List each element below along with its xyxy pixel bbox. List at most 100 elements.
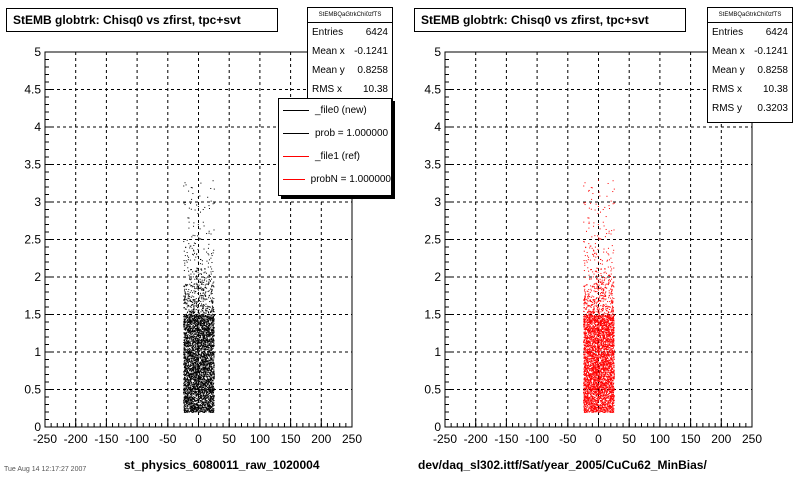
scatter-point [191,354,193,356]
scatter-point [203,334,205,336]
scatter-point [209,408,211,410]
scatter-point [192,358,194,360]
scatter-point [184,333,186,335]
scatter-point [183,405,185,407]
scatter-point [193,384,195,386]
scatter-point [194,388,196,390]
scatter-point [186,403,188,405]
scatter-point [183,332,185,334]
scatter-point [205,358,207,360]
scatter-point [205,327,207,329]
scatter-point [208,326,210,328]
scatter-point [186,334,188,336]
scatter-point [191,281,193,283]
scatter-point [185,364,187,366]
scatter-point [184,342,186,344]
scatter-point [184,395,186,397]
scatter-point [188,337,190,339]
scatter-point [202,390,204,392]
scatter-point [185,400,187,402]
scatter-point [196,318,198,320]
scatter-point [197,403,199,405]
scatter-point [183,375,185,377]
scatter-point [586,362,588,364]
scatter-point [185,184,187,186]
scatter-point [201,401,203,403]
scatter-point [192,311,194,313]
scatter-point [197,342,199,344]
legend-line [283,179,305,180]
scatter-point [208,290,210,292]
scatter-point [210,370,212,372]
scatter-point [188,289,190,291]
scatter-point [194,405,196,407]
scatter-point [197,354,199,356]
scatter-point [198,284,200,286]
scatter-point [198,323,200,325]
scatter-point [197,206,199,208]
scatter-point [191,247,193,249]
scatter-point [188,401,190,403]
scatter-point [585,383,587,385]
scatter-point [189,364,191,366]
scatter-point [194,372,196,374]
scatter-point [212,409,214,411]
scatter-point [207,266,209,268]
scatter-point [186,405,188,407]
scatter-point [189,278,191,280]
scatter-point [212,285,214,287]
scatter-point [205,368,207,370]
scatter-point [189,381,191,383]
scatter-point [208,331,210,333]
scatter-point [202,307,204,309]
y-tick-label: 4.5 [424,83,441,97]
scatter-point [188,355,190,357]
scatter-point [189,403,191,405]
scatter-point [204,271,206,273]
scatter-point [207,383,209,385]
scatter-point [200,333,202,335]
scatter-point [199,405,201,407]
scatter-point [186,394,188,396]
scatter-point [212,399,214,401]
scatter-point [195,404,197,406]
scatter-point [210,366,212,368]
scatter-point [198,332,200,334]
scatter-point [190,319,192,321]
scatter-point [207,305,209,307]
scatter-point [184,315,186,317]
scatter-point [203,344,205,346]
scatter-point [184,393,186,395]
scatter-point [197,255,199,257]
scatter-point [198,346,200,348]
scatter-point [196,371,198,373]
scatter-point [194,252,196,254]
scatter-point [202,336,204,338]
scatter-point [206,353,208,355]
scatter-point [203,374,205,376]
scatter-point [208,312,210,314]
scatter-point [206,317,208,319]
scatter-point [191,375,193,377]
scatter-point [210,333,212,335]
scatter-point [202,296,204,298]
scatter-point [183,409,185,411]
scatter-point [601,354,603,356]
scatter-point [199,335,201,337]
scatter-point [193,320,195,322]
scatter-point [183,371,185,373]
scatter-point [200,283,202,285]
scatter-point [198,333,200,335]
scatter-point [207,379,209,381]
scatter-point [183,374,185,376]
scatter-point [192,301,194,303]
scatter-point [202,358,204,360]
scatter-point [202,382,204,384]
scatter-point [201,403,203,405]
scatter-point [192,317,194,319]
scatter-point [198,326,200,328]
scatter-point [194,379,196,381]
scatter-point [195,354,197,356]
scatter-point [209,408,211,410]
scatter-point [213,409,215,411]
